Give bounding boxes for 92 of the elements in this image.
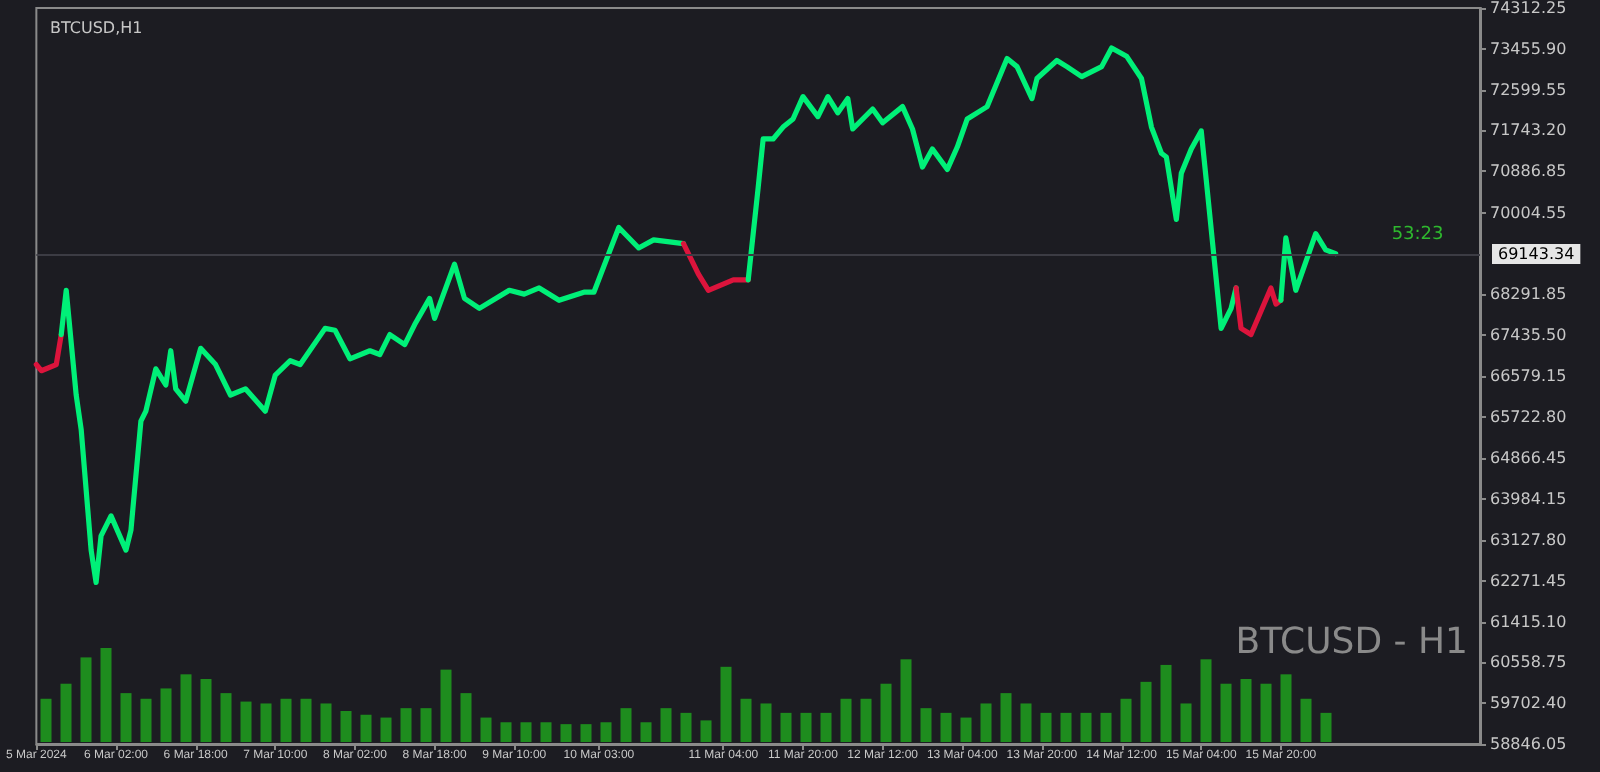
bar [1000,693,1012,742]
bar [460,693,472,742]
y-tick-label: 66579.15 [1490,367,1567,385]
bar [880,683,892,742]
y-tick-label: 64866.45 [1490,448,1567,467]
bar [800,712,812,742]
bar [140,698,152,742]
bar [960,717,972,742]
bar [1300,698,1312,742]
bar [280,698,292,742]
bar [320,703,332,742]
bar [720,666,732,742]
bar [440,669,452,742]
y-tick-label: 62271.45 [1490,571,1567,590]
y-tick-label: 61415.10 [1490,612,1567,631]
bar [920,708,932,742]
bar [1320,712,1332,742]
bar [600,722,612,742]
bar [160,688,172,742]
bar [80,657,92,742]
bar [1120,698,1132,742]
bar [980,703,992,742]
bar [1060,712,1072,742]
bar [500,722,512,742]
bar [520,722,532,742]
line-series [680,241,751,293]
bar [420,708,432,742]
bar [580,724,592,742]
bar [300,698,312,742]
y-tick-label: 73455.90 [1490,39,1567,58]
y-tick-label: 63127.80 [1490,531,1567,550]
bar [1100,712,1112,742]
bar [1080,712,1092,742]
y-tick-label: 59702.40 [1490,694,1567,713]
bar [820,712,832,742]
y-tick-label: 71743.20 [1490,121,1567,140]
bar [700,720,712,742]
ref-line-label: 69143.34 [1498,244,1575,263]
bar [900,659,912,742]
bar [1040,712,1052,742]
y-tick-label: 72599.55 [1490,80,1567,99]
bar [40,698,52,742]
y-tick-label: 65722.80 [1490,407,1567,426]
bar [680,712,692,742]
y-tick-label: 60558.75 [1490,653,1567,672]
y-tick-label: 67435.50 [1490,326,1567,345]
bar [100,648,112,742]
bar [1280,674,1292,742]
bar [760,703,772,742]
bar [380,717,392,742]
bar [1160,664,1172,742]
bar [1220,683,1232,742]
bar [480,717,492,742]
bar [120,693,132,742]
bar [340,710,352,742]
line-series [745,45,1239,331]
bar [940,712,952,742]
bar [840,698,852,742]
annotation: 53:23 [1391,224,1444,245]
bar [1200,659,1212,742]
bar [260,703,272,742]
y-tick-label: 63984.15 [1490,490,1567,509]
y-tick-label: 70004.55 [1490,203,1567,222]
bar [660,708,672,742]
bar [1180,703,1192,742]
bar [240,701,252,742]
line-series [58,224,687,586]
bar [540,722,552,742]
bar [180,674,192,742]
bar [400,708,412,742]
bar [200,679,212,742]
bar [1140,681,1152,742]
bar [740,698,752,742]
text: BTCUSD,H1 [50,19,143,37]
line-series [1278,231,1339,303]
bar [60,683,72,742]
bar [860,698,872,742]
line-series [1233,285,1284,338]
bar [1260,683,1272,742]
annotation: BTCUSD - H1 [1235,621,1469,663]
bar [560,724,572,742]
bar [1240,679,1252,742]
y-tick-label: 68291.85 [1490,285,1567,304]
bar [220,693,232,742]
bar [1020,703,1032,742]
bar [360,714,372,742]
y-tick-label: 70886.85 [1490,162,1567,181]
bar [780,712,792,742]
y-tick-label: 58846.05 [1490,735,1567,753]
bar [620,708,632,742]
bar [640,722,652,742]
y-tick-label: 74312.25 [1490,0,1567,17]
